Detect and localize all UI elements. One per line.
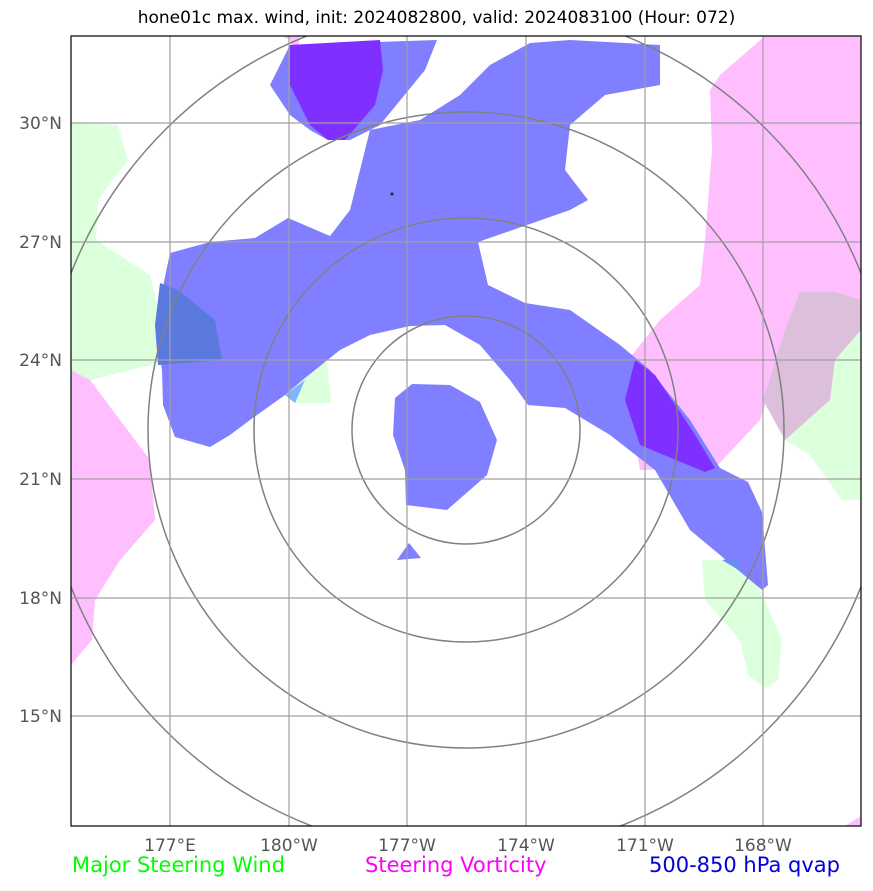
legend-steering-vorticity: Steering Vorticity xyxy=(365,853,547,877)
lon-label-171w: 171°W xyxy=(616,836,674,856)
latitude-labels: 30°N 27°N 24°N 21°N 18°N 15°N xyxy=(19,114,62,727)
vorticity-area-west xyxy=(71,370,155,665)
wind-area-southeast xyxy=(702,560,782,688)
vorticity-area-corner xyxy=(845,816,861,826)
qvap-strong-north xyxy=(290,40,383,140)
steering-vorticity-areas xyxy=(71,36,861,826)
lon-label-180w: 180°W xyxy=(260,836,318,856)
map-title: hone01c max. wind, init: 2024082800, val… xyxy=(137,8,736,28)
qvap-main-band xyxy=(155,40,768,590)
wind-area-east xyxy=(785,330,861,500)
legend-steering-wind: Major Steering Wind xyxy=(72,853,285,877)
lat-label-24: 24°N xyxy=(19,351,62,371)
wind-area-west xyxy=(71,123,170,385)
distance-rings xyxy=(71,36,861,826)
vorticity-area-east xyxy=(628,36,861,470)
qvap-small-triangle xyxy=(397,543,421,560)
distance-ring-1 xyxy=(351,315,581,545)
vorticity-wind-overlap xyxy=(763,292,861,440)
steering-wind-areas xyxy=(71,123,861,688)
distance-ring-3 xyxy=(147,111,785,749)
storm-center-marker xyxy=(390,192,394,196)
distance-ring-2 xyxy=(253,217,679,643)
qvap-strong-east xyxy=(625,360,715,472)
qvap-overlap-southeast xyxy=(722,558,742,572)
qvap-overlap-center xyxy=(285,380,305,403)
qvap-overlap-west xyxy=(155,283,222,365)
lat-label-30: 30°N xyxy=(19,114,62,134)
longitude-labels: 177°E 180°W 177°W 174°W 171°W 168°W xyxy=(144,836,792,856)
qvap-center-blob xyxy=(393,384,497,510)
lon-label-177e: 177°E xyxy=(144,836,196,856)
lat-label-18: 18°N xyxy=(19,589,62,609)
lon-label-174w: 174°W xyxy=(497,836,555,856)
gridlines xyxy=(71,36,861,826)
lat-label-21: 21°N xyxy=(19,470,62,490)
lat-label-15: 15°N xyxy=(19,707,62,727)
lon-label-177w: 177°W xyxy=(378,836,436,856)
lat-label-27: 27°N xyxy=(19,233,62,253)
lon-label-168w: 168°W xyxy=(734,836,792,856)
legend-qvap: 500-850 hPa qvap xyxy=(649,853,840,877)
plot-frame xyxy=(70,35,862,827)
